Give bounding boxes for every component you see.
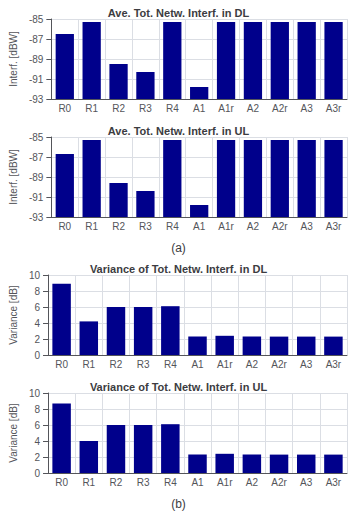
svg-text:-89: -89 — [29, 172, 44, 183]
svg-text:A2: A2 — [247, 103, 260, 114]
svg-text:Interf. [dBW]: Interf. [dBW] — [8, 149, 19, 205]
svg-text:Variance [dB]: Variance [dB] — [8, 403, 19, 463]
svg-text:A1r: A1r — [217, 477, 233, 488]
svg-text:10: 10 — [29, 270, 41, 281]
svg-text:Interf. [dBW]: Interf. [dBW] — [8, 31, 19, 87]
svg-text:-87: -87 — [29, 34, 44, 45]
svg-text:R4: R4 — [164, 477, 177, 488]
svg-text:R0: R0 — [55, 359, 68, 370]
svg-text:-93: -93 — [29, 94, 44, 105]
svg-text:6: 6 — [34, 302, 40, 313]
svg-text:8: 8 — [34, 404, 40, 415]
svg-text:2: 2 — [34, 334, 40, 345]
svg-text:-87: -87 — [29, 152, 44, 163]
svg-text:Ave. Tot. Netw. Interf. in DL: Ave. Tot. Netw. Interf. in DL — [108, 7, 250, 19]
svg-text:R2: R2 — [112, 221, 125, 232]
svg-text:R1: R1 — [82, 359, 95, 370]
svg-text:A1r: A1r — [218, 221, 234, 232]
svg-text:A3r: A3r — [326, 359, 342, 370]
svg-text:0: 0 — [34, 350, 40, 361]
svg-text:A2r: A2r — [272, 103, 288, 114]
svg-text:A1: A1 — [193, 221, 206, 232]
svg-text:R4: R4 — [164, 359, 177, 370]
svg-text:R3: R3 — [139, 221, 152, 232]
svg-text:A3r: A3r — [326, 477, 342, 488]
svg-text:A1: A1 — [191, 477, 204, 488]
svg-text:A2r: A2r — [272, 221, 288, 232]
svg-text:R3: R3 — [137, 359, 150, 370]
svg-text:R2: R2 — [112, 103, 125, 114]
svg-text:A1: A1 — [193, 103, 206, 114]
svg-text:-89: -89 — [29, 54, 44, 65]
svg-text:6: 6 — [34, 420, 40, 431]
svg-text:R1: R1 — [85, 221, 98, 232]
svg-text:A3: A3 — [300, 477, 313, 488]
svg-text:4: 4 — [34, 318, 40, 329]
svg-text:R0: R0 — [58, 221, 71, 232]
svg-text:(b): (b) — [171, 497, 186, 511]
svg-text:4: 4 — [34, 436, 40, 447]
svg-text:A3r: A3r — [326, 221, 342, 232]
svg-text:A2: A2 — [246, 359, 259, 370]
svg-text:-85: -85 — [29, 14, 44, 25]
svg-text:A2: A2 — [247, 221, 260, 232]
svg-text:R4: R4 — [166, 103, 179, 114]
svg-text:R3: R3 — [139, 103, 152, 114]
svg-text:R1: R1 — [82, 477, 95, 488]
svg-text:R1: R1 — [85, 103, 98, 114]
svg-text:(a): (a) — [171, 241, 186, 255]
svg-text:0: 0 — [34, 468, 40, 479]
svg-text:Ave. Tot. Netw. Interf. in UL: Ave. Tot. Netw. Interf. in UL — [108, 125, 250, 137]
svg-text:Variance of Tot. Netw. Interf.: Variance of Tot. Netw. Interf. in UL — [90, 381, 268, 393]
svg-text:R0: R0 — [55, 477, 68, 488]
svg-text:A2r: A2r — [271, 477, 287, 488]
svg-text:R2: R2 — [110, 359, 123, 370]
svg-text:-85: -85 — [29, 132, 44, 143]
svg-text:8: 8 — [34, 286, 40, 297]
svg-text:10: 10 — [29, 388, 41, 399]
svg-text:A3r: A3r — [326, 103, 342, 114]
svg-text:Variance of Tot. Netw. Interf.: Variance of Tot. Netw. Interf. in DL — [90, 263, 268, 275]
svg-text:A2r: A2r — [271, 359, 287, 370]
svg-text:-91: -91 — [29, 192, 44, 203]
svg-text:R0: R0 — [58, 103, 71, 114]
svg-text:A2: A2 — [246, 477, 259, 488]
svg-text:A1: A1 — [191, 359, 204, 370]
svg-text:A3: A3 — [300, 359, 313, 370]
svg-text:A3: A3 — [301, 103, 314, 114]
svg-text:A1r: A1r — [218, 103, 234, 114]
svg-text:-91: -91 — [29, 74, 44, 85]
svg-text:2: 2 — [34, 452, 40, 463]
svg-text:A3: A3 — [301, 221, 314, 232]
svg-text:A1r: A1r — [217, 359, 233, 370]
svg-text:R2: R2 — [110, 477, 123, 488]
svg-text:-93: -93 — [29, 212, 44, 223]
svg-text:Variance [dB]: Variance [dB] — [8, 285, 19, 345]
svg-text:R3: R3 — [137, 477, 150, 488]
svg-text:R4: R4 — [166, 221, 179, 232]
